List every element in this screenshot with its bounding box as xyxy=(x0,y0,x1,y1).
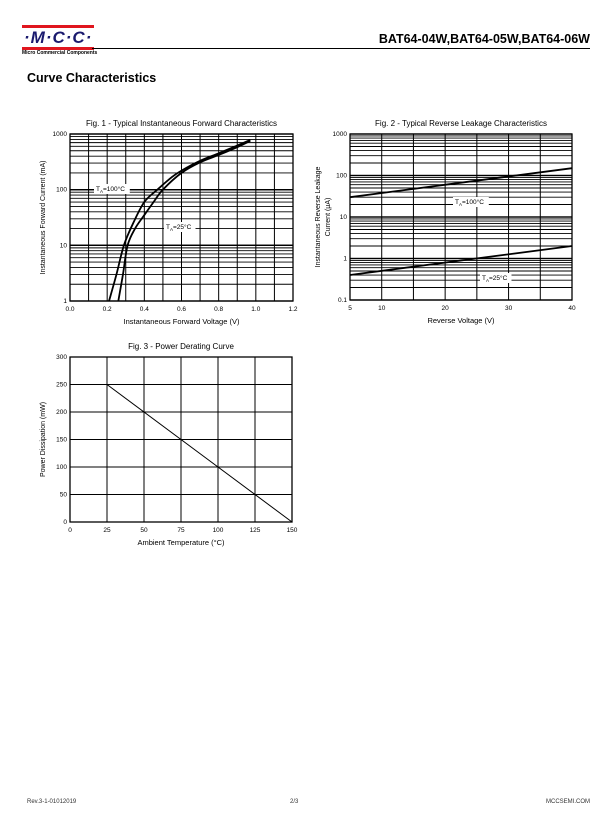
plot-frame xyxy=(349,133,573,301)
footer-website: MCCSEMI.COM xyxy=(546,799,590,805)
y-axis-label: Current (µA) xyxy=(325,198,332,237)
x-tick-label: 1.2 xyxy=(288,306,297,313)
x-axis-label: Instantaneous Forward Voltage (V) xyxy=(124,317,240,326)
logo-bar-top xyxy=(22,25,94,28)
series-label: TA=100°C xyxy=(96,185,125,194)
header-divider xyxy=(92,48,590,49)
series-label-bg xyxy=(94,184,130,194)
y-tick-label: 1 xyxy=(63,298,67,305)
x-tick-label: 25 xyxy=(103,527,111,534)
logo-text: ·M·C·C· xyxy=(24,28,93,47)
series-line-1 xyxy=(349,167,573,199)
x-tick-label: 150 xyxy=(287,527,298,534)
footer-page: 2/3 xyxy=(290,799,299,805)
y-tick-label: 0 xyxy=(63,519,67,526)
label-sub: A xyxy=(459,202,462,207)
series-label-bg xyxy=(164,222,196,232)
y-tick-label: 1000 xyxy=(53,131,68,138)
label-sub: A xyxy=(170,227,173,232)
x-tick-label: 20 xyxy=(442,305,450,312)
label-sub: A xyxy=(100,189,103,194)
y-tick-label: 10 xyxy=(60,242,68,249)
x-tick-label: 1.0 xyxy=(251,306,260,313)
chart-fig-1: 0.0 0.2 0.4 0.6 0.8 1.0 1.2 1 10 100 1000 Fig. 1 - … xyxy=(40,119,298,326)
x-tick-label: 40 xyxy=(568,305,576,312)
x-axis-label: Ambient Temperature (°C) xyxy=(137,538,225,547)
footer-revision: Rev.3-1-01012019 xyxy=(27,799,77,805)
y-tick-label: 0.1 xyxy=(338,297,347,304)
chart-title: Fig. 3 - Power Derating Curve xyxy=(128,342,234,351)
y-tick-label: 250 xyxy=(56,382,67,389)
label-rest: =100°C xyxy=(462,198,484,206)
chart-title: Fig. 1 - Typical Instantaneous Forward C… xyxy=(86,119,277,128)
y-axis-label: Power Dissipation (mW) xyxy=(40,402,47,477)
x-tick-label: 0.6 xyxy=(177,306,186,313)
y-tick-label: 300 xyxy=(56,354,67,361)
part-numbers: BAT64-04W,BAT64-05W,BAT64-06W xyxy=(378,32,590,46)
plot-frame xyxy=(69,356,293,523)
x-tick-label: 125 xyxy=(250,527,261,534)
series-label: TA=25°C xyxy=(482,274,508,283)
y-tick-label: 100 xyxy=(56,187,67,194)
y-axis-label: Instantaneous Reverse Leakage xyxy=(315,166,322,267)
series-label-bg xyxy=(453,197,489,207)
x-tick-label: 5 xyxy=(348,305,352,312)
section-title: Curve Characteristics xyxy=(27,71,157,85)
chart-title: Fig. 2 - Typical Reverse Leakage Charact… xyxy=(375,119,547,128)
x-axis-label: Reverse Voltage (V) xyxy=(427,316,495,325)
plot-frame xyxy=(69,133,294,302)
series-line-2 xyxy=(349,245,573,276)
x-tick-label: 0.2 xyxy=(103,306,112,313)
x-tick-label: 0 xyxy=(68,527,72,534)
x-tick-label: 100 xyxy=(213,527,224,534)
series-label: TA=100°C xyxy=(455,198,484,207)
chart-fig-2: 5 10 20 30 40 0.1 1 10 100 1000 Fig. 2 - Typical R… xyxy=(315,119,576,325)
label-sub: A xyxy=(486,278,489,283)
y-tick-label: 10 xyxy=(340,214,348,221)
y-tick-label: 100 xyxy=(336,173,347,180)
mcc-logo: ·M·C·C· Micro Commercial Components xyxy=(22,25,98,56)
series-line-2 xyxy=(117,140,251,302)
label-main: T xyxy=(166,224,170,231)
label-rest: =25°C xyxy=(489,274,508,282)
y-axis-label: Instantaneous Forward Current (mA) xyxy=(40,161,47,275)
series-line-1 xyxy=(106,384,293,523)
logo-subtitle: Micro Commercial Components xyxy=(22,50,98,56)
y-tick-label: 150 xyxy=(56,437,67,444)
x-tick-label: 0.8 xyxy=(214,306,223,313)
label-rest: =25°C xyxy=(173,223,192,231)
x-tick-label: 50 xyxy=(140,527,148,534)
series-label-bg xyxy=(480,273,512,283)
logo-bar-bottom xyxy=(22,47,94,50)
y-tick-label: 200 xyxy=(56,409,67,416)
x-tick-label: 0.4 xyxy=(140,306,149,313)
y-tick-label: 100 xyxy=(56,464,67,471)
chart-fig-3: 0 25 50 75 100 125 150 0 50 100 150 200 250 300 Fig. 3… xyxy=(40,342,298,547)
label-main: T xyxy=(96,186,100,193)
y-tick-label: 1000 xyxy=(333,131,348,138)
series-line-1 xyxy=(108,139,251,302)
x-tick-label: 0.0 xyxy=(65,306,74,313)
x-tick-label: 10 xyxy=(378,305,386,312)
y-tick-label: 1 xyxy=(343,256,347,263)
label-rest: =100°C xyxy=(103,185,125,193)
series-label: TA=25°C xyxy=(166,223,192,232)
y-tick-label: 50 xyxy=(60,492,68,499)
label-main: T xyxy=(482,275,486,282)
x-tick-label: 30 xyxy=(505,305,513,312)
x-tick-label: 75 xyxy=(177,527,185,534)
label-main: T xyxy=(455,199,459,206)
